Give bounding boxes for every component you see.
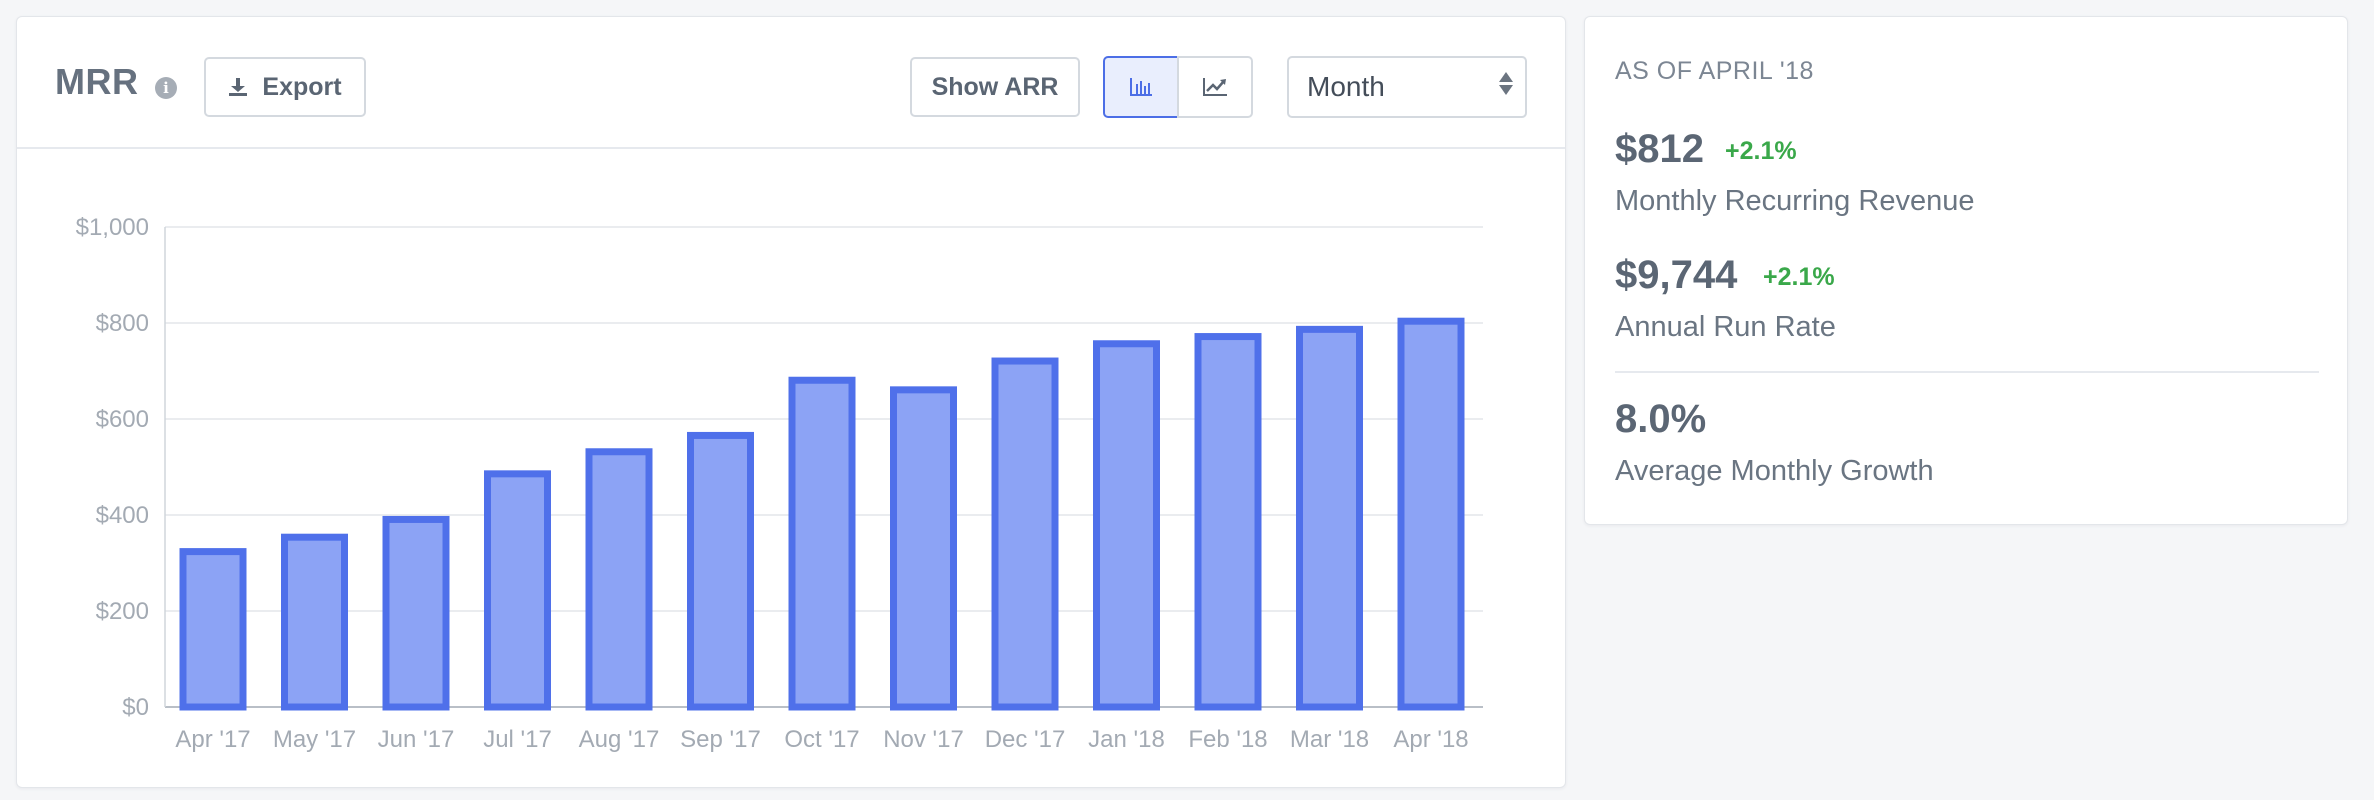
growth-value: 8.0% <box>1615 397 1707 441</box>
bar[interactable] <box>281 533 348 711</box>
x-tick-label: Oct '17 <box>784 726 859 753</box>
arr-value: $9,744 <box>1615 253 1738 297</box>
y-tick-label: $1,000 <box>76 214 149 241</box>
mrr-bar-chart: $0 $200 $400 $600 $800 $1,000 Apr '17 May '17 Ju… <box>76 214 1483 753</box>
bar[interactable] <box>1093 340 1160 711</box>
mrr-delta: +2.1% <box>1725 137 1797 165</box>
y-tick-label: $0 <box>122 694 149 721</box>
y-tick-label: $600 <box>96 406 149 433</box>
arr-caption: Annual Run Rate <box>1615 311 1836 343</box>
as-of-label: AS OF APRIL '18 <box>1615 57 1814 85</box>
y-tick-label: $400 <box>96 502 149 529</box>
bar-chart-icon <box>1130 78 1152 96</box>
bar[interactable] <box>484 470 551 711</box>
x-tick-label: Sep '17 <box>680 726 761 753</box>
growth-caption: Average Monthly Growth <box>1615 455 1934 487</box>
x-tick-label: Aug '17 <box>579 726 660 753</box>
show-arr-button[interactable]: Show ARR <box>910 57 1080 117</box>
bar[interactable] <box>179 548 247 711</box>
mrr-caption: Monthly Recurring Revenue <box>1615 185 1975 217</box>
bar[interactable] <box>585 448 653 711</box>
y-tick-label: $200 <box>96 598 149 625</box>
mrr-value: $812 <box>1615 127 1704 171</box>
stats-divider <box>1615 371 2319 373</box>
bar[interactable] <box>788 376 856 711</box>
chart-card-header: MRR i Export Show ARR <box>17 17 1565 149</box>
y-tick-label: $800 <box>96 310 149 337</box>
x-tick-label: May '17 <box>273 726 356 753</box>
x-tick-label: Jul '17 <box>483 726 552 753</box>
info-icon[interactable]: i <box>155 77 177 99</box>
export-label: Export <box>262 72 342 101</box>
x-tick-label: Mar '18 <box>1290 726 1369 753</box>
x-tick-label: Jun '17 <box>378 726 455 753</box>
period-select-value: Month <box>1307 71 1385 102</box>
bar[interactable] <box>687 431 754 711</box>
download-icon <box>229 78 248 96</box>
export-button[interactable]: Export <box>204 57 366 117</box>
arr-delta: +2.1% <box>1763 263 1835 291</box>
stats-card: AS OF APRIL '18 $812 +2.1% Monthly Recur… <box>1584 16 2348 525</box>
line-chart-icon <box>1203 78 1227 96</box>
bar[interactable] <box>1296 325 1363 711</box>
mrr-chart-card: MRR i Export Show ARR <box>16 16 1566 788</box>
bar[interactable] <box>1397 317 1465 711</box>
x-tick-label: Feb '18 <box>1188 726 1267 753</box>
bar[interactable] <box>991 357 1059 711</box>
line-view-toggle[interactable] <box>1177 56 1253 118</box>
bar-view-toggle[interactable] <box>1103 56 1179 118</box>
bar[interactable] <box>1194 333 1262 711</box>
x-tick-label: Dec '17 <box>985 726 1066 753</box>
x-tick-label: Nov '17 <box>883 726 964 753</box>
x-tick-label: Apr '17 <box>175 726 250 753</box>
bar[interactable] <box>382 515 450 711</box>
x-tick-label: Apr '18 <box>1393 726 1468 753</box>
period-select[interactable]: Month <box>1287 56 1527 118</box>
x-tick-label: Jan '18 <box>1088 726 1165 753</box>
select-arrows-icon <box>1499 72 1513 95</box>
bar[interactable] <box>890 386 957 711</box>
show-arr-label: Show ARR <box>931 72 1059 101</box>
chart-title: MRR <box>55 61 139 102</box>
